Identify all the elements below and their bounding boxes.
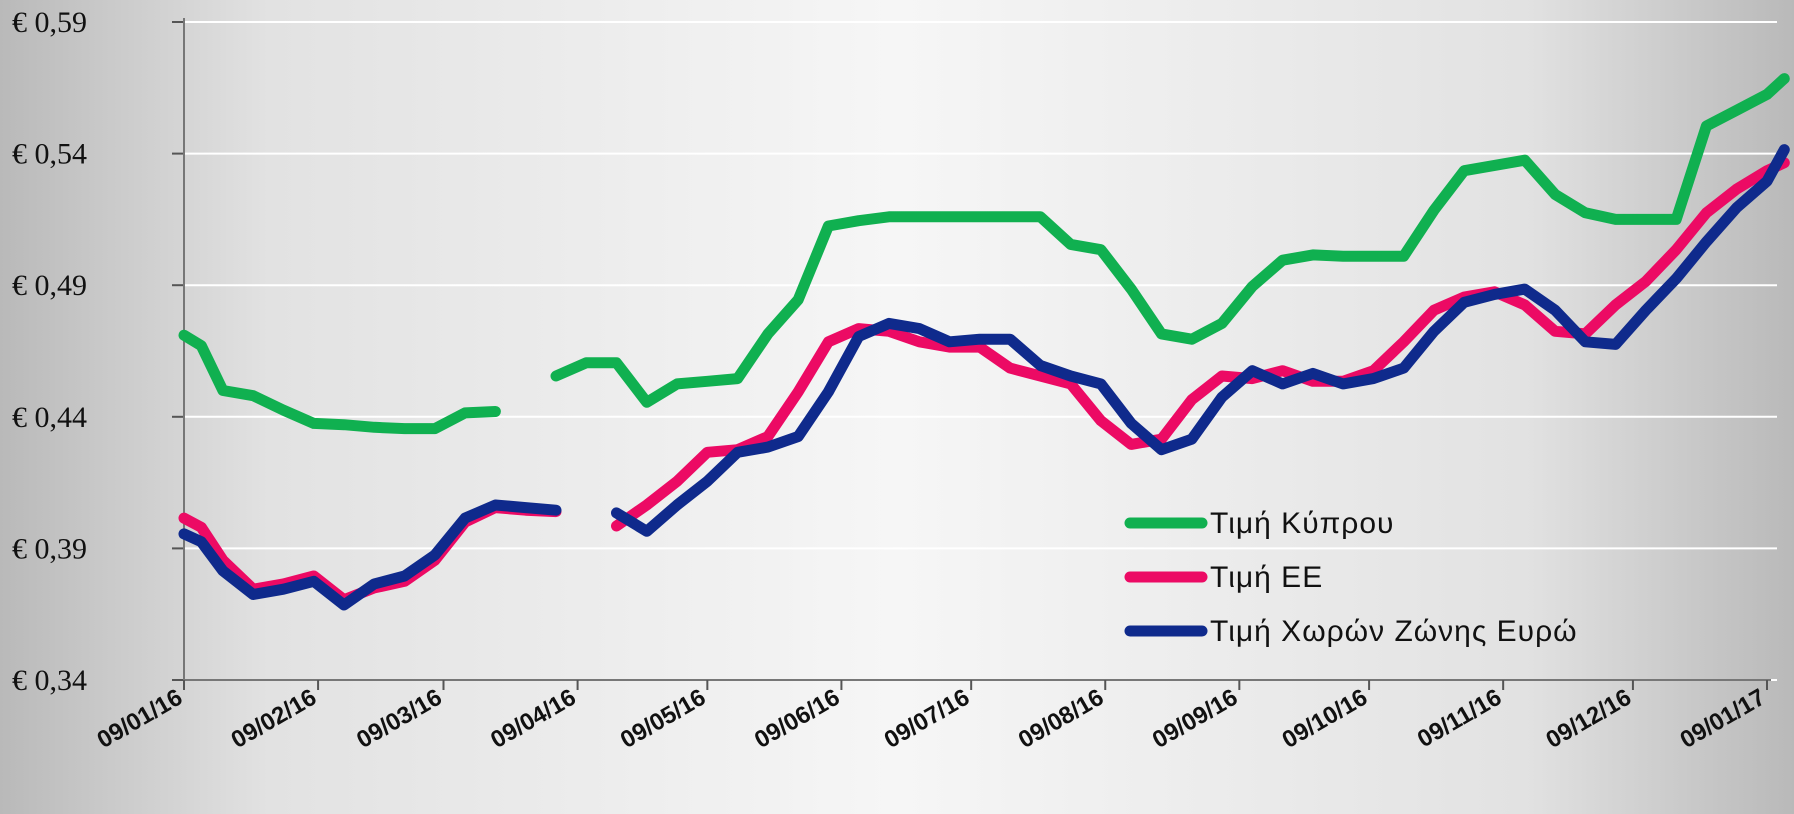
series-segment <box>178 499 562 611</box>
y-tick-label: € 0,34 <box>12 664 87 697</box>
series-segment <box>611 157 1790 532</box>
x-tick-label: 09/01/17 <box>1676 684 1770 754</box>
x-tick-label: 09/11/16 <box>1413 684 1506 753</box>
y-tick-label: € 0,39 <box>12 532 87 565</box>
y-tick-label: € 0,54 <box>12 138 87 171</box>
series-line-2 <box>178 157 1790 606</box>
x-tick-label: 09/01/16 <box>93 684 187 754</box>
series-line-1 <box>178 73 1790 435</box>
series-segment <box>178 329 501 435</box>
x-tick-label: 09/03/16 <box>352 684 446 754</box>
legend: Τιμή Κύπρου Τιμή ΕΕ Τιμή Χωρών Ζώνης Ευρώ <box>1124 507 1578 648</box>
y-tick-label: € 0,44 <box>12 401 87 434</box>
series-segment <box>550 73 1790 408</box>
data-series <box>178 73 1790 611</box>
series-segment <box>611 144 1790 537</box>
x-tick-label: 09/02/16 <box>227 684 321 754</box>
y-tick-label: € 0,59 <box>12 6 87 39</box>
legend-label: Τιμή ΕΕ <box>1210 561 1323 594</box>
x-tick-label: 09/04/16 <box>486 684 580 754</box>
axes <box>172 18 1771 690</box>
series-line-3 <box>178 144 1790 611</box>
x-tick-label: 09/10/16 <box>1278 684 1372 754</box>
x-axis-tick-labels: 09/01/16 09/02/16 09/03/16 09/04/16 09/05/16… <box>93 684 1770 754</box>
legend-label: Τιμή Κύπρου <box>1210 507 1394 540</box>
y-tick-label: € 0,49 <box>12 269 87 302</box>
legend-label: Τιμή Χωρών Ζώνης Ευρώ <box>1210 615 1578 648</box>
x-tick-label: 09/12/16 <box>1542 684 1636 754</box>
y-axis-tick-labels: € 0,59 € 0,54 € 0,49 € 0,44 € 0,39 € 0,34 <box>12 6 87 697</box>
x-tick-label: 09/07/16 <box>880 684 974 754</box>
x-tick-label: 09/06/16 <box>750 684 844 754</box>
x-tick-label: 09/08/16 <box>1014 684 1108 754</box>
x-tick-label: 09/05/16 <box>616 684 710 754</box>
x-tick-label: 09/09/16 <box>1148 684 1242 754</box>
